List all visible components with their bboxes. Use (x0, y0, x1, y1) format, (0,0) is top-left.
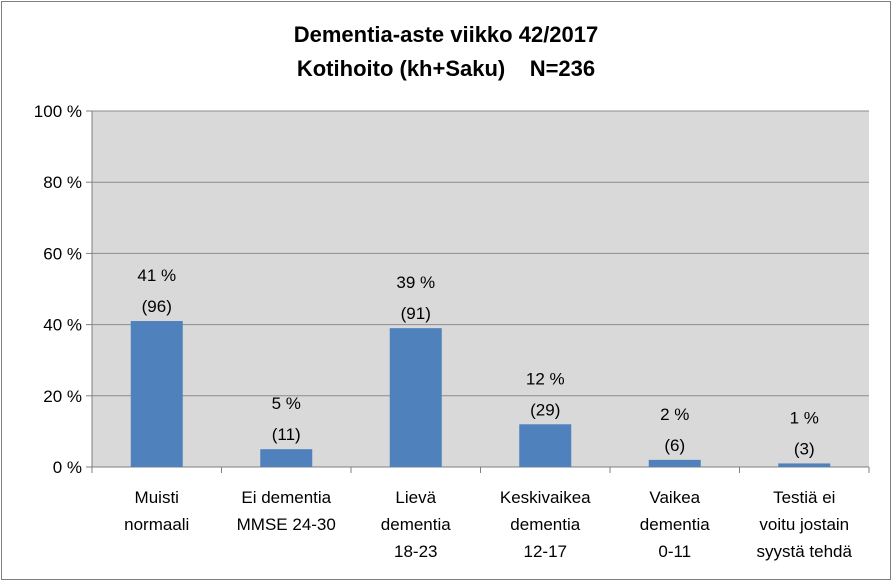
chart-title-block: Dementia-aste viikko 42/2017 Kotihoito (… (0, 18, 892, 86)
x-category-label: 0-11 (658, 542, 691, 561)
x-category-label: Keskivaikea (500, 488, 591, 507)
data-label: 39 % (396, 273, 435, 292)
data-label: 5 % (272, 394, 301, 413)
bar (260, 449, 313, 467)
x-category-label: Lievä (395, 488, 436, 507)
x-category-label: Testiä ei (773, 488, 835, 507)
data-label: 12 % (526, 369, 565, 388)
x-category-label: dementia (640, 515, 710, 534)
bar (389, 328, 442, 467)
plot-area (92, 111, 869, 467)
x-category-label: dementia (510, 515, 580, 534)
data-label: 41 % (137, 266, 176, 285)
x-category-label: syystä tehdä (757, 542, 853, 561)
y-tick-label: 60 % (43, 244, 82, 263)
data-label: (29) (530, 400, 560, 419)
data-label: (91) (401, 304, 431, 323)
bar (130, 321, 183, 467)
y-tick-label: 100 % (34, 102, 82, 121)
x-category-label: 12-17 (524, 542, 567, 561)
data-label: (96) (142, 297, 172, 316)
y-tick-label: 0 % (53, 458, 82, 477)
y-tick-label: 20 % (43, 387, 82, 406)
bar (519, 424, 572, 467)
data-label: (3) (794, 439, 815, 458)
y-tick-label: 40 % (43, 316, 82, 335)
x-category-label: normaali (124, 515, 189, 534)
x-category-label: Muisti (135, 488, 179, 507)
x-category-label: 18-23 (394, 542, 437, 561)
x-category-label: Ei dementia (241, 488, 331, 507)
data-label: 2 % (660, 405, 689, 424)
bar (778, 463, 831, 467)
data-label: (6) (664, 436, 685, 455)
chart-title: Dementia-aste viikko 42/2017 (293, 22, 599, 47)
x-category-label: dementia (381, 515, 451, 534)
data-label: (11) (272, 425, 301, 444)
chart-subtitle: Kotihoito (kh+Saku) N=236 (296, 56, 596, 81)
bar (648, 459, 701, 467)
x-category-label: MMSE 24-30 (237, 515, 336, 534)
data-label: 1 % (790, 408, 819, 427)
x-category-label: Vaikea (649, 488, 700, 507)
x-category-label: voitu jostain (759, 515, 849, 534)
y-tick-label: 80 % (43, 173, 82, 192)
